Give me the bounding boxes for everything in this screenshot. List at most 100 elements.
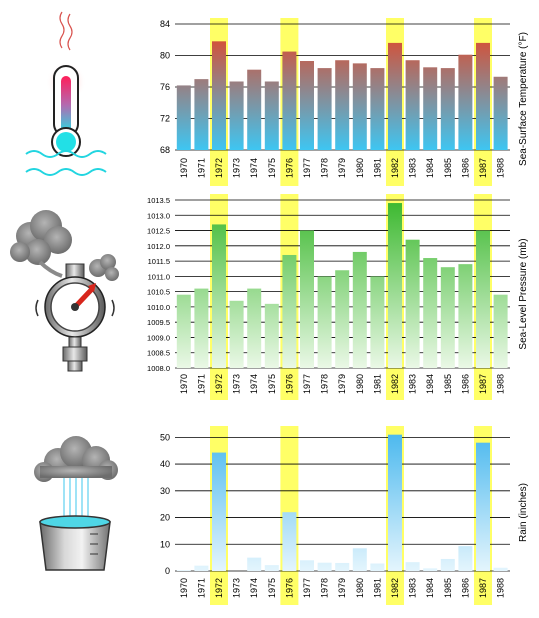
y-tick-label: 0 <box>165 566 170 576</box>
y-tick-label: 76 <box>160 82 170 92</box>
thermometer-icon <box>25 11 107 176</box>
x-tick-label: 1987 <box>478 578 488 598</box>
x-tick-label: 1985 <box>443 578 453 598</box>
y-tick-label: 30 <box>160 486 170 496</box>
bar-1970 <box>176 294 191 368</box>
x-tick-label: 1978 <box>320 374 330 394</box>
x-tick-label: 1975 <box>267 374 277 394</box>
pressure-gauge-icon <box>10 210 119 372</box>
bar-1986 <box>458 264 473 368</box>
x-tick-label: 1980 <box>355 374 365 394</box>
x-tick-label: 1986 <box>460 158 470 178</box>
y-tick-label: 80 <box>160 51 170 61</box>
x-tick-label: 1982 <box>390 374 400 394</box>
bar-1980 <box>352 63 367 150</box>
x-tick-label: 1982 <box>390 578 400 598</box>
x-tick-label: 1970 <box>179 374 189 394</box>
x-tick-label: 1979 <box>337 158 347 178</box>
x-tick-label: 1979 <box>337 578 347 598</box>
x-tick-label: 1980 <box>355 158 365 178</box>
bar-1976 <box>282 512 297 571</box>
bar-1983 <box>405 239 420 368</box>
x-tick-label: 1979 <box>337 374 347 394</box>
bar-1981 <box>370 563 385 571</box>
bar-1975 <box>264 565 279 571</box>
x-tick-label: 1973 <box>232 158 242 178</box>
bar-1985 <box>440 558 455 571</box>
y-tick-label: 1009.5 <box>147 318 170 327</box>
bar-1974 <box>247 557 262 571</box>
bar-1976 <box>282 254 297 368</box>
bar-1977 <box>300 560 314 571</box>
bar-1980 <box>352 548 367 571</box>
x-tick-label: 1983 <box>408 374 418 394</box>
y-tick-label: 1008.5 <box>147 349 170 358</box>
y-axis-label: Rain (inches) <box>518 483 529 542</box>
bar-1972 <box>212 224 226 368</box>
x-tick-label: 1971 <box>196 158 206 178</box>
x-tick-label: 1975 <box>267 158 277 178</box>
bar-1988 <box>493 567 508 571</box>
x-tick-label: 1988 <box>496 578 506 598</box>
y-tick-label: 68 <box>160 145 170 155</box>
bar-1987 <box>476 42 490 150</box>
y-tick-label: 1012.5 <box>147 227 170 236</box>
y-tick-label: 20 <box>160 513 170 523</box>
bar-1987 <box>476 230 490 368</box>
bar-1988 <box>493 76 508 150</box>
y-tick-label: 72 <box>160 114 170 124</box>
x-tick-label: 1971 <box>196 578 206 598</box>
y-axis-label: Sea-Surface Temperature (°F) <box>518 32 529 166</box>
x-tick-label: 1981 <box>372 374 382 394</box>
x-tick-label: 1980 <box>355 578 365 598</box>
bar-1979 <box>335 270 350 368</box>
x-tick-label: 1972 <box>214 578 224 598</box>
bar-1971 <box>194 79 209 150</box>
bar-1979 <box>335 60 350 150</box>
y-tick-label: 1012.0 <box>147 242 170 251</box>
bar-1973 <box>229 300 244 368</box>
bar-1978 <box>317 276 332 368</box>
bar-1985 <box>440 267 455 368</box>
bar-1977 <box>300 61 314 151</box>
x-tick-label: 1972 <box>214 158 224 178</box>
x-tick-label: 1988 <box>496 374 506 394</box>
x-tick-label: 1978 <box>320 578 330 598</box>
x-tick-label: 1984 <box>425 374 435 394</box>
x-tick-label: 1972 <box>214 374 224 394</box>
y-tick-label: 1009.0 <box>147 333 170 342</box>
bar-1975 <box>264 81 279 150</box>
x-tick-label: 1975 <box>267 578 277 598</box>
bar-1986 <box>458 546 473 571</box>
bar-1970 <box>176 85 191 150</box>
bar-1974 <box>247 69 262 150</box>
x-tick-label: 1977 <box>302 578 312 598</box>
x-tick-label: 1974 <box>249 158 259 178</box>
y-tick-label: 84 <box>160 19 170 29</box>
bar-1976 <box>282 51 297 150</box>
x-tick-label: 1976 <box>284 578 294 598</box>
bar-1972 <box>212 452 226 571</box>
bar-1984 <box>423 568 438 571</box>
y-tick-label: 10 <box>160 539 170 549</box>
bar-1977 <box>300 230 314 368</box>
bar-1973 <box>229 81 244 150</box>
y-tick-label: 40 <box>160 459 170 469</box>
x-tick-label: 1973 <box>232 374 242 394</box>
x-tick-label: 1982 <box>390 158 400 178</box>
icons-svg <box>10 11 119 571</box>
bar-1971 <box>194 565 209 571</box>
x-tick-label: 1973 <box>232 578 242 598</box>
y-tick-label: 1010.5 <box>147 288 170 297</box>
x-tick-label: 1986 <box>460 374 470 394</box>
x-tick-label: 1987 <box>478 158 488 178</box>
bar-1978 <box>317 562 332 571</box>
bar-1982 <box>388 203 402 368</box>
x-tick-label: 1974 <box>249 374 259 394</box>
x-tick-label: 1974 <box>249 578 259 598</box>
bar-1978 <box>317 68 332 150</box>
bar-1982 <box>388 434 402 571</box>
bar-1974 <box>247 288 262 368</box>
x-tick-label: 1981 <box>372 578 382 598</box>
x-tick-label: 1983 <box>408 578 418 598</box>
